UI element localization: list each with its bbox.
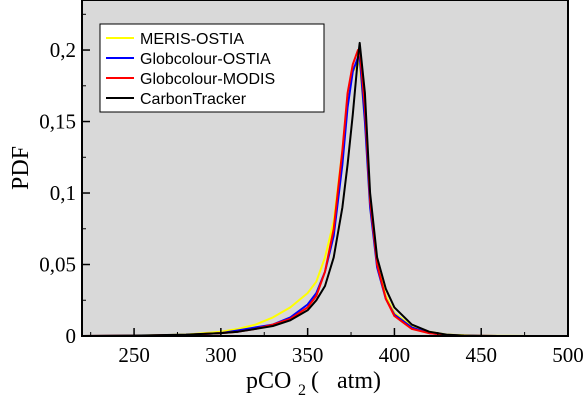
x-tick-label: 400 bbox=[379, 343, 411, 367]
y-tick-label: 0,05 bbox=[39, 253, 76, 277]
x-axis-title-subscript: 2 bbox=[298, 382, 306, 397]
x-tick-label: 250 bbox=[118, 343, 150, 367]
legend-label-2: Globcolour-MODIS bbox=[140, 71, 275, 88]
legend: MERIS-OSTIA Globcolour-OSTIA Globcolour-MO… bbox=[99, 23, 325, 113]
x-tick-label: 500 bbox=[552, 343, 584, 367]
legend-label-0: MERIS-OSTIA bbox=[140, 31, 244, 48]
y-tick-label: 0,15 bbox=[39, 110, 76, 134]
y-tick-label: 0,1 bbox=[50, 181, 76, 205]
y-axis-ticks: 0 0,05 0,1 0,15 0,2 bbox=[39, 13, 90, 348]
x-tick-label: 450 bbox=[465, 343, 497, 367]
y-tick-label: 0 bbox=[66, 324, 77, 348]
series-layer bbox=[81, 41, 568, 337]
legend-label-3: CarbonTracker bbox=[140, 91, 247, 108]
y-tick-label: 0,2 bbox=[50, 38, 76, 62]
series-line-3 bbox=[81, 41, 516, 337]
plot-frame bbox=[81, 0, 569, 337]
x-tick-label: 350 bbox=[292, 343, 324, 367]
legend-box bbox=[99, 23, 325, 113]
x-axis-title-units: ( atm) bbox=[311, 368, 381, 394]
x-axis-ticks: 250 300 350 400 450 500 bbox=[90, 328, 584, 367]
legend-label-1: Globcolour-OSTIA bbox=[140, 51, 271, 68]
x-axis-title: pCO 2 ( atm) bbox=[246, 368, 381, 397]
y-axis-title: PDF bbox=[8, 146, 34, 190]
x-tick-label: 300 bbox=[205, 343, 237, 367]
x-axis-title-main: pCO bbox=[246, 368, 291, 394]
